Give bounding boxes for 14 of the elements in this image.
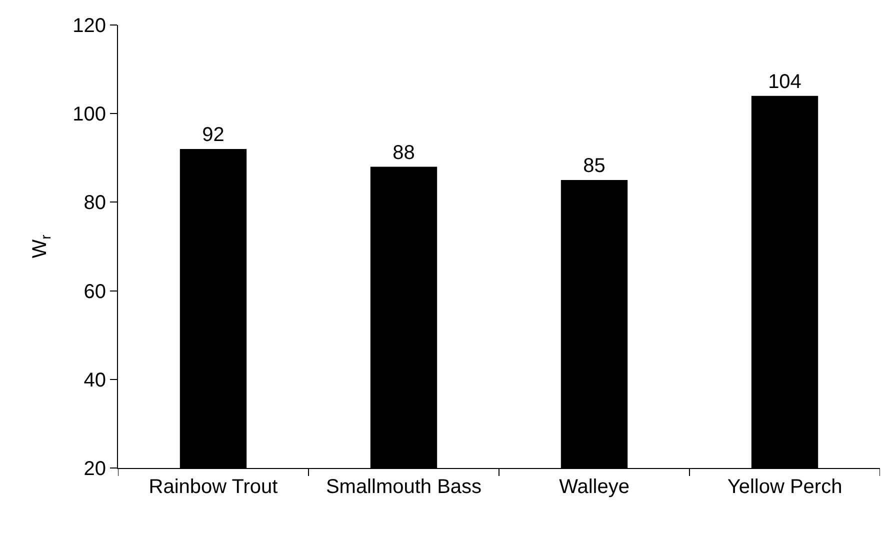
- y-tick-label: 60: [84, 280, 106, 303]
- data-label: 88: [392, 142, 415, 164]
- data-label: 104: [768, 70, 802, 93]
- x-tick-label: Rainbow Trout: [148, 476, 278, 498]
- y-tick-label: 80: [84, 192, 106, 214]
- y-tick-label: 120: [72, 15, 106, 37]
- x-tick-label: Yellow Perch: [727, 476, 842, 498]
- y-tick-label: 100: [72, 104, 106, 126]
- x-tick-label: Smallmouth Bass: [326, 476, 482, 498]
- data-label: 85: [583, 155, 606, 178]
- x-tick-label: Walleye: [559, 476, 630, 498]
- y-tick-label: 40: [84, 369, 106, 392]
- y-tick-label: 20: [84, 458, 106, 480]
- data-label: 92: [202, 124, 224, 146]
